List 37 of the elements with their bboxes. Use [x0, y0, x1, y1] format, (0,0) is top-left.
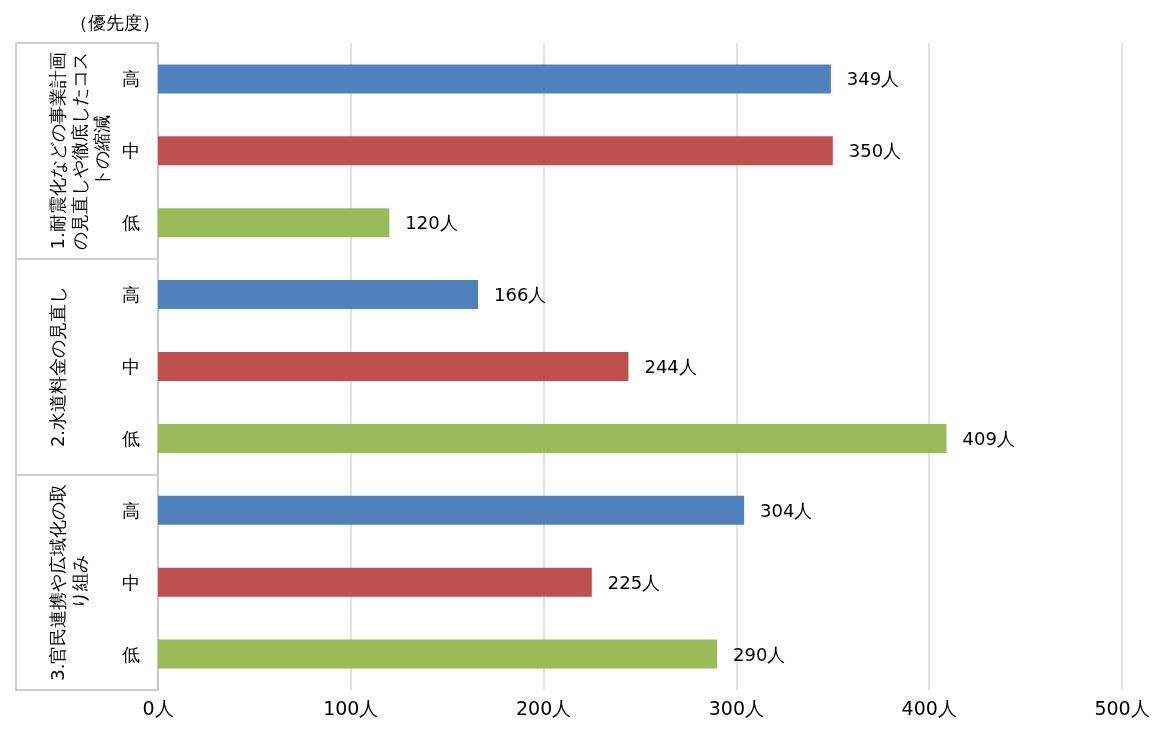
data-label: 244人 [644, 356, 697, 377]
data-label: 290人 [733, 643, 786, 665]
y-tick-label: 低 [122, 212, 140, 234]
y-tick-label: 高 [122, 68, 140, 90]
bar [158, 423, 947, 453]
x-tick-label: 300人 [708, 696, 765, 719]
x-tick-label: 400人 [901, 696, 957, 719]
bar [158, 352, 629, 381]
data-label: 409人 [962, 427, 1015, 449]
text: 3.官民連携や広域化の取り組み [46, 483, 90, 681]
y-tick-label: 中 [122, 571, 140, 593]
data-label: 304人 [760, 499, 813, 521]
y-tick-label: 低 [122, 427, 140, 449]
data-label: 166人 [494, 284, 547, 306]
bar [158, 567, 592, 597]
data-label: 349人 [846, 68, 900, 90]
text: 2.水道料金の見直し [46, 285, 68, 448]
data-label: 120人 [405, 212, 458, 234]
y-tick-label: 中 [122, 140, 140, 162]
x-tick-label: 200人 [515, 696, 572, 719]
x-tick-label: 500人 [1094, 696, 1150, 719]
y-tick-label: 高 [122, 284, 140, 306]
bar [158, 639, 718, 669]
y-tick-label: 高 [122, 499, 140, 521]
bar [158, 280, 479, 310]
data-label: 225人 [607, 571, 661, 593]
bar [158, 64, 831, 94]
y-axis-title: （優先度） [70, 13, 160, 33]
bar [158, 495, 745, 525]
bar [158, 208, 390, 238]
y-tick-label: 中 [122, 356, 140, 377]
x-tick-label: 100人 [323, 696, 379, 719]
data-label: 350人 [848, 140, 902, 162]
y-tick-label: 低 [122, 643, 140, 665]
x-tick-label: 0人 [142, 696, 174, 719]
bar [158, 136, 833, 166]
text: 1.耐震化などの事業計画の見直しや徹底したコストの縮減 [46, 51, 112, 250]
